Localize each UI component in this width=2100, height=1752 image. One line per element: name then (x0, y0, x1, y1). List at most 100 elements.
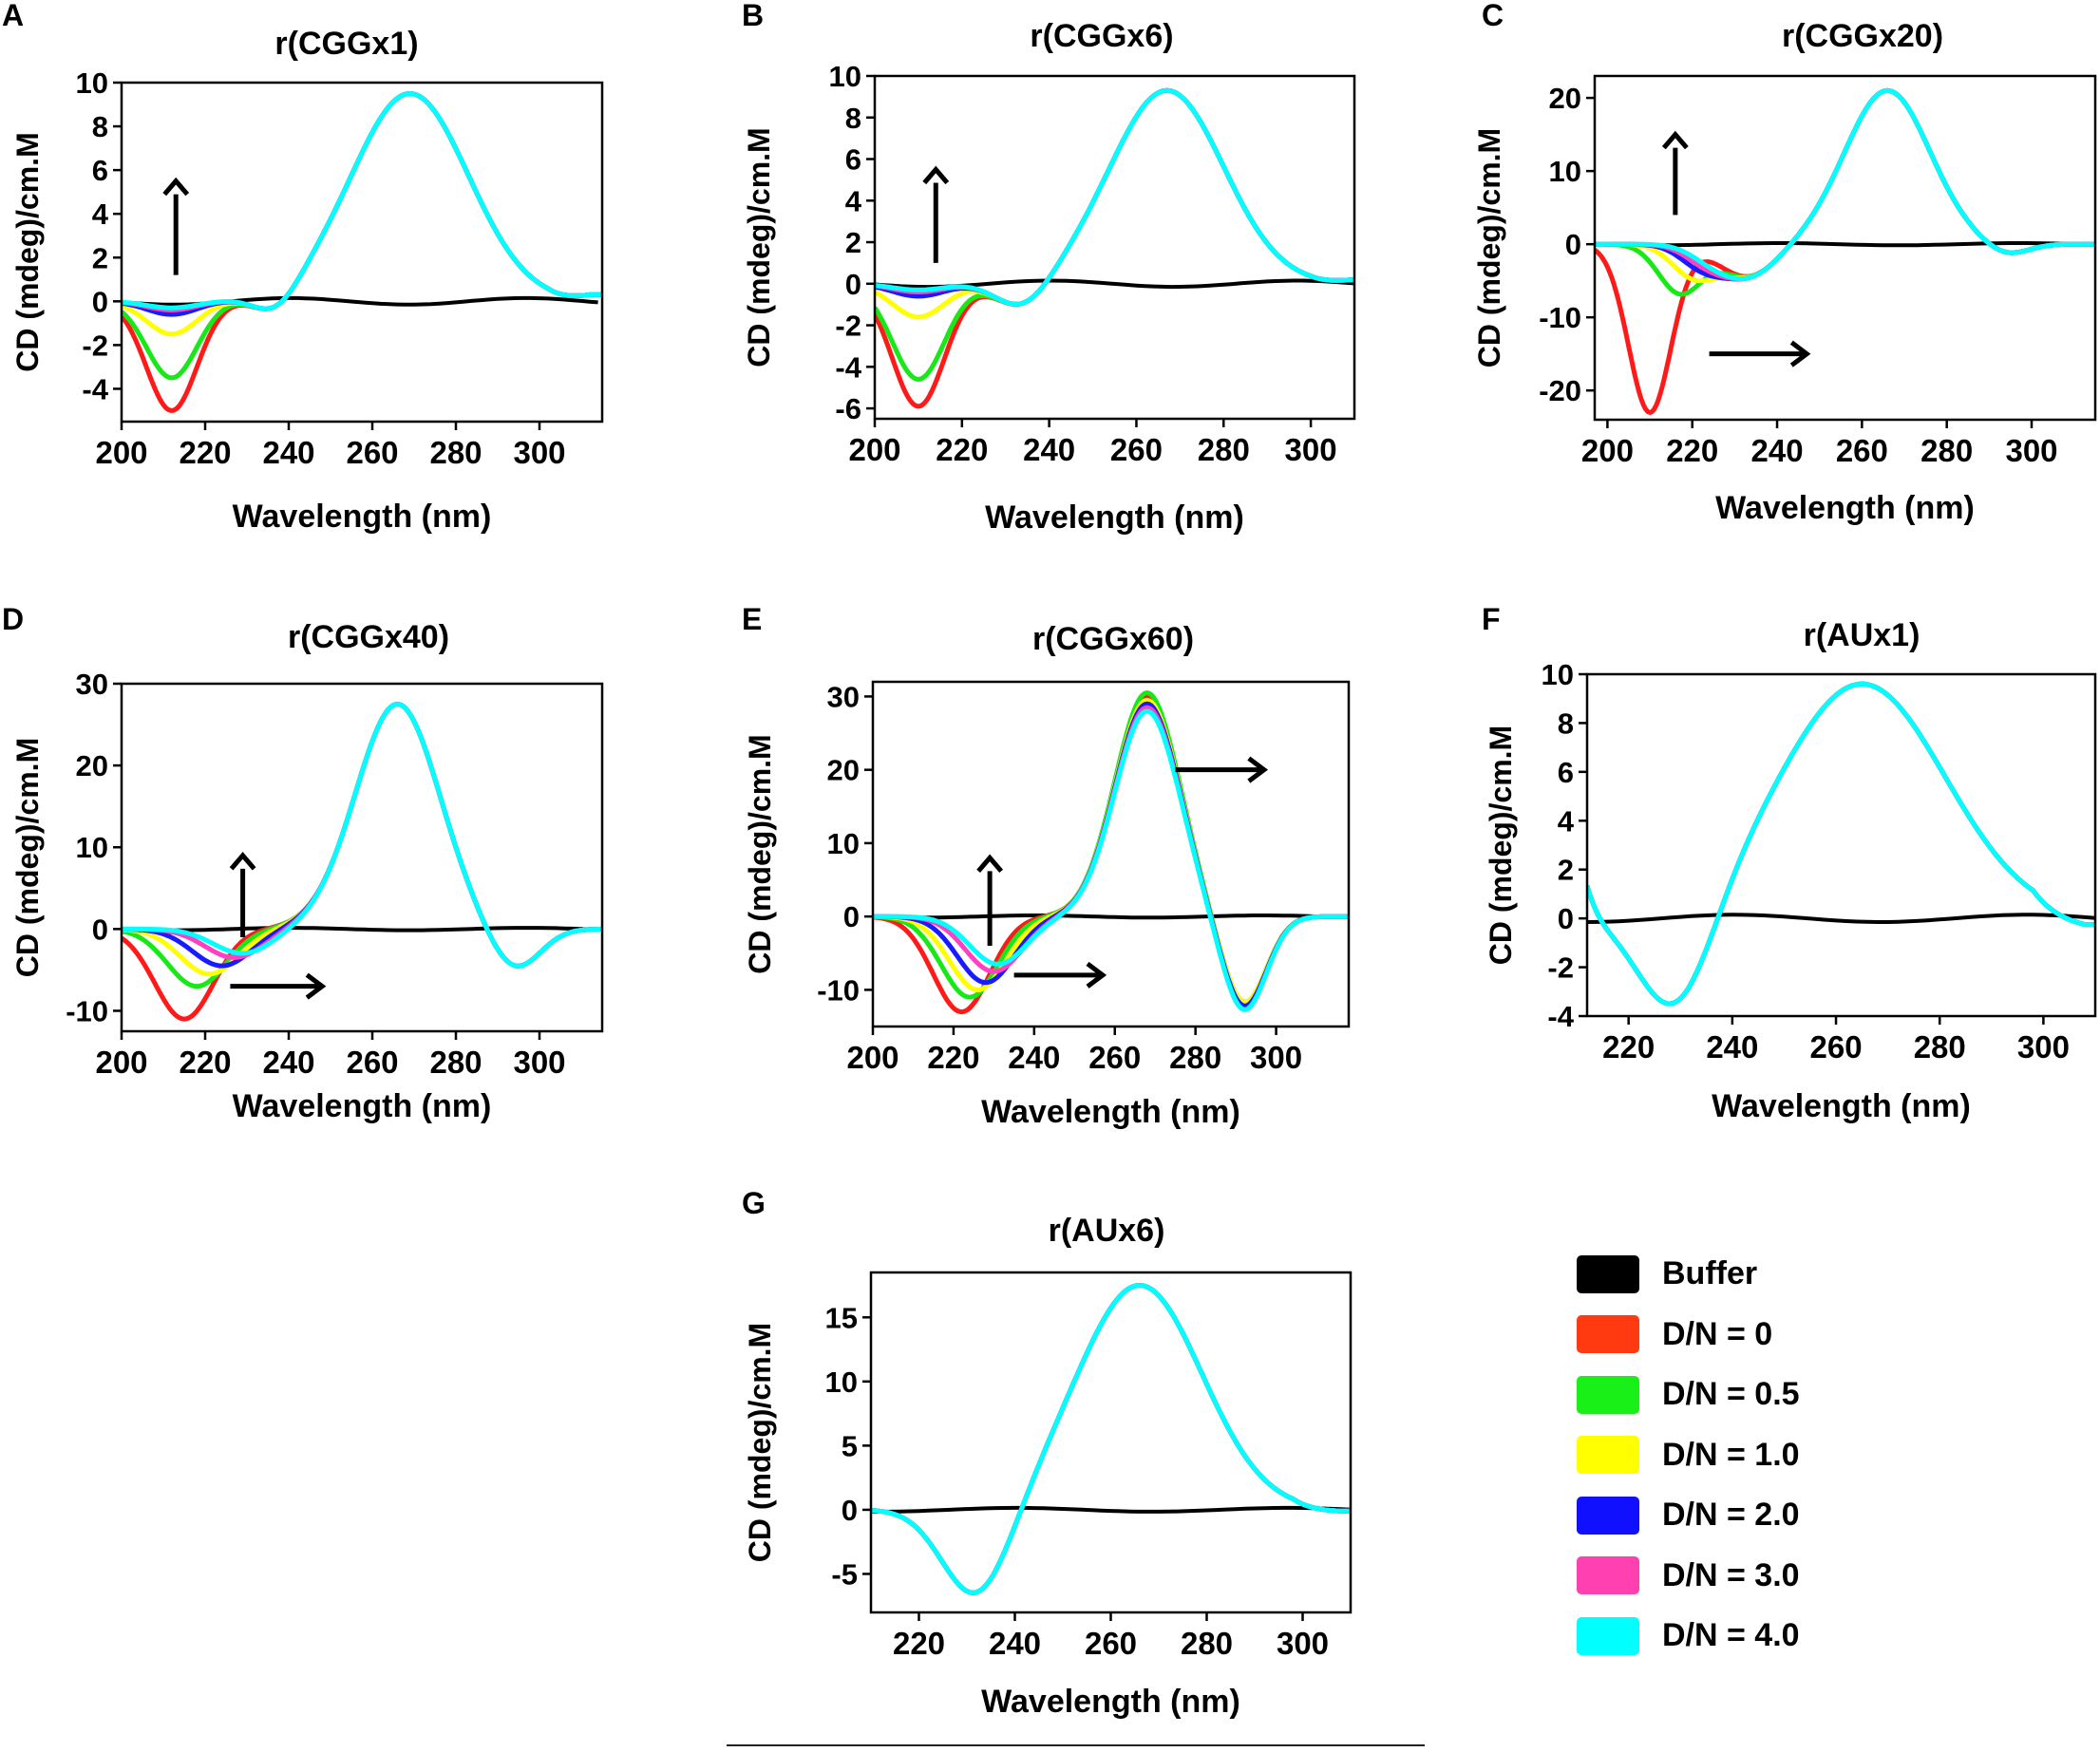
series-buffer-line (1595, 241, 2095, 248)
series-dn-1-0-line (871, 1283, 1351, 1595)
legend-swatch (1577, 1315, 1639, 1354)
series-dn-4-0-line (871, 1283, 1351, 1595)
x-axis-label: Wavelength (nm) (985, 499, 1244, 536)
x-tick-label: 240 (262, 1045, 314, 1080)
legend-label: D/N = 2.0 (1662, 1497, 1800, 1534)
x-tick-label: 260 (1085, 1626, 1137, 1661)
series-dn-2-0-line (122, 91, 602, 317)
trend-arrow-right-head (1247, 756, 1269, 783)
series-dn-3-0-line (875, 87, 1354, 307)
legend-swatch (1577, 1556, 1639, 1595)
series-dn-0-5-line (875, 87, 1354, 382)
y-tick-label: 15 (825, 1301, 858, 1334)
panel-letter-d: D (2, 602, 24, 636)
y-tick-label: 4 (92, 198, 109, 231)
series-dn-2-0-line (875, 87, 1354, 307)
y-tick-label: 0 (845, 268, 861, 301)
x-tick-label: 300 (2017, 1029, 2070, 1064)
y-tick-label: 20 (76, 749, 108, 782)
panel-g-title: r(AUx6) (1049, 1213, 1165, 1249)
legend-label: D/N = 3.0 (1662, 1556, 1800, 1593)
y-tick-label: 10 (825, 1366, 858, 1399)
x-tick-label: 220 (179, 1045, 231, 1080)
legend-swatch (1577, 1496, 1639, 1535)
y-tick-label: 2 (1558, 854, 1574, 887)
legend-item-dn-4-0: D/N = 4.0 (1577, 1606, 1976, 1667)
x-tick-label: 220 (1602, 1029, 1655, 1064)
series-buffer-line (873, 914, 1349, 920)
x-tick-label: 260 (1810, 1029, 1863, 1064)
x-tick-label: 240 (1008, 1040, 1060, 1075)
legend-swatch (1577, 1254, 1639, 1293)
x-tick-label: 260 (1836, 433, 1888, 468)
y-tick-label: -6 (835, 392, 861, 425)
series-dn-0-line (871, 1283, 1351, 1595)
y-tick-label: 0 (842, 1494, 858, 1527)
y-tick-label: -5 (831, 1557, 858, 1591)
x-tick-label: 200 (848, 432, 900, 467)
y-tick-label: 10 (76, 66, 108, 100)
series-dn-1-0-line (1587, 681, 2095, 1007)
legend: Buffer D/N = 0 D/N = 0.5 D/N = 1.0 D/N =… (1577, 1244, 1976, 1667)
y-tick-label: 8 (1558, 706, 1574, 740)
y-tick-label: 5 (842, 1429, 858, 1462)
series-dn-0-line (122, 91, 602, 413)
panel-d: D r(CGGx40) 200 220 240 260 280 300 -10 0 10 20 30… (2, 602, 604, 1124)
series-dn-0-5-line (871, 1283, 1351, 1595)
plot-frame (1593, 74, 2097, 422)
x-axis-label: Wavelength (nm) (1712, 1088, 1971, 1124)
trend-arrow-up-head (1661, 130, 1689, 150)
series-dn-0-5-line (122, 91, 602, 381)
y-tick-label: 0 (92, 913, 108, 946)
x-tick-label: 260 (346, 435, 398, 470)
x-tick-label: 300 (1250, 1040, 1302, 1075)
y-tick-label: 0 (843, 900, 860, 933)
series-dn-4-0-line (875, 87, 1354, 307)
legend-label: D/N = 1.0 (1662, 1436, 1800, 1473)
panel-letter-a: A (2, 0, 24, 32)
panel-b-title: r(CGGx6) (1030, 18, 1173, 54)
series-dn-4-0-line (1595, 87, 2095, 282)
legend-swatch (1577, 1375, 1639, 1414)
y-tick-label: 8 (92, 110, 108, 143)
x-tick-label: 220 (936, 432, 988, 467)
x-tick-label: 200 (1581, 433, 1634, 468)
trend-arrow-up-head (162, 177, 190, 197)
x-tick-label: 220 (179, 435, 231, 470)
x-tick-label: 220 (1666, 433, 1718, 468)
trend-arrow-up-head (976, 854, 1004, 873)
y-axis-label: CD (mdeg)/cm.M (743, 1323, 777, 1562)
y-axis-label: CD (mdeg)/cm.M (742, 127, 776, 367)
series-dn-4-0-line (122, 702, 602, 969)
y-tick-label: 4 (845, 184, 862, 217)
series-dn-3-0-line (873, 705, 1349, 1012)
y-axis-label: CD (mdeg)/cm.M (10, 132, 45, 371)
series-dn-0-5-line (1587, 681, 2095, 1007)
panel-f: F r(AUx1) 220 240 260 280 300 -4 -2 0 2 4 6 8 10 Wave… (1482, 602, 2097, 1124)
panel-letter-e: E (742, 602, 762, 636)
y-tick-label: 8 (845, 102, 861, 135)
x-tick-label: 300 (1277, 1626, 1329, 1661)
series-dn-4-0-line (873, 708, 1349, 1012)
panel-e-title: r(CGGx60) (1032, 621, 1194, 657)
x-tick-label: 280 (1914, 1029, 1966, 1064)
trend-arrow-right-head (1789, 340, 1811, 367)
series-buffer-line (122, 926, 598, 933)
panel-c: C r(CGGx20) 200 220 240 260 280 300 -20 -10 0 10 2… (1472, 0, 2097, 526)
x-tick-label: 280 (429, 435, 482, 470)
series-dn-2-0-line (871, 1283, 1351, 1595)
x-axis-label: Wavelength (nm) (981, 1684, 1240, 1720)
panel-a-title: r(CGGx1) (274, 26, 418, 62)
y-tick-label: 30 (827, 680, 860, 713)
x-tick-label: 300 (513, 435, 565, 470)
panel-c-title: r(CGGx20) (1782, 18, 1943, 54)
y-tick-label: 10 (829, 60, 861, 93)
plot-frame (873, 74, 1356, 421)
x-tick-label: 260 (1088, 1040, 1141, 1075)
x-tick-label: 200 (95, 435, 147, 470)
x-tick-label: 240 (1706, 1029, 1758, 1064)
series-dn-1-0-line (873, 697, 1349, 1005)
plot-frame (871, 680, 1351, 1028)
y-tick-label: 6 (92, 154, 108, 187)
y-tick-label: -10 (1539, 301, 1581, 334)
